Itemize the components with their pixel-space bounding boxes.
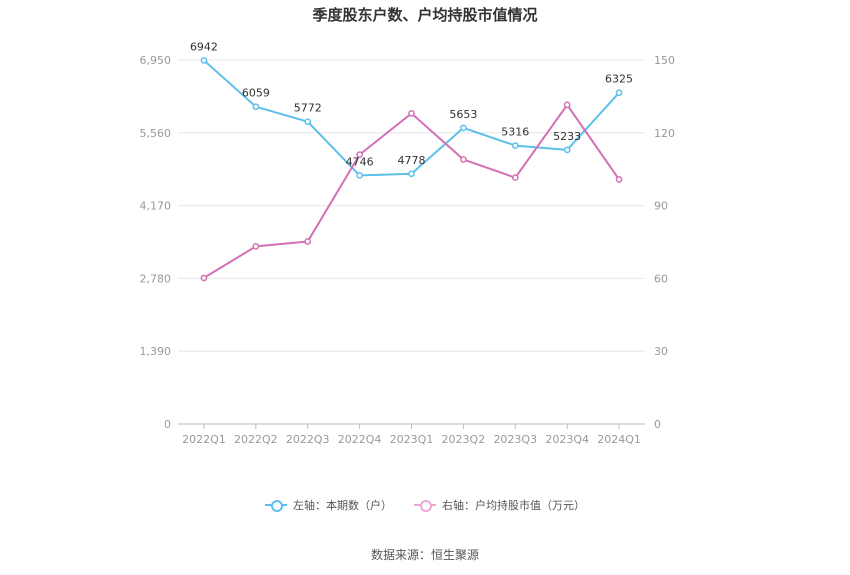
x-tick-label: 2023Q2	[442, 433, 486, 446]
y-right-tick-label: 150	[654, 54, 675, 67]
y-left-tick-label: 2,780	[140, 272, 172, 285]
legend-item-market-value[interactable]: 右轴：户均持股市值（万元）	[414, 497, 585, 513]
data-label-households: 5233	[553, 130, 581, 143]
y-left-tick-label: 5,560	[140, 127, 172, 140]
legend-label-households: 左轴：本期数（户）	[293, 499, 392, 512]
data-point-households	[460, 124, 467, 132]
data-label-households: 6942	[190, 40, 218, 53]
x-tick-label: 2024Q1	[597, 433, 641, 446]
y-axis-right: 0 30 60 90 120 150	[654, 54, 675, 431]
data-label-households: 5316	[501, 126, 529, 139]
data-point-households	[615, 89, 623, 97]
data-point-market-value	[356, 151, 363, 158]
data-point-market-value	[408, 110, 415, 117]
x-tick-label: 2022Q1	[182, 433, 226, 446]
legend-swatch-households	[265, 499, 287, 512]
data-point-households	[252, 103, 260, 111]
data-point-market-value	[563, 101, 571, 109]
y-left-tick-label: 6,950	[140, 54, 172, 67]
x-tick-label: 2023Q4	[545, 433, 589, 446]
legend-label-market-value: 右轴：户均持股市值（万元）	[442, 499, 585, 512]
legend-swatch-market-value	[414, 499, 436, 512]
data-labels: 6942 6059 5772 4746 4778 5653 5316 5233 6325	[190, 40, 633, 168]
data-source: 数据来源：恒生聚源	[370, 548, 479, 562]
x-tick-label: 2022Q3	[286, 433, 330, 446]
x-tick-label: 2023Q3	[493, 433, 537, 446]
data-label-households: 6325	[605, 73, 633, 86]
data-label-households: 5772	[294, 102, 322, 115]
legend-item-households[interactable]: 左轴：本期数（户）	[265, 497, 392, 513]
x-tick-label: 2022Q2	[234, 433, 278, 446]
data-point-market-value	[511, 174, 519, 182]
y-right-tick-label: 120	[654, 127, 675, 140]
data-label-households: 6059	[242, 87, 270, 100]
series-layer	[200, 57, 623, 282]
data-point-households	[408, 170, 415, 178]
data-point-households	[563, 146, 571, 154]
y-left-tick-label: 4,170	[140, 200, 172, 213]
y-left-tick-label: 1,390	[140, 345, 172, 358]
data-point-market-value	[304, 238, 312, 245]
data-point-market-value	[615, 176, 623, 183]
x-tick-label: 2022Q4	[338, 433, 382, 446]
y-right-tick-label: 60	[654, 272, 668, 285]
data-point-market-value	[460, 156, 467, 163]
data-label-households: 4746	[346, 155, 374, 168]
x-axis: 2022Q1 2022Q2 2022Q3 2022Q4 2023Q1 2023Q2 2023…	[178, 423, 645, 446]
data-point-households	[304, 118, 312, 126]
y-left-tick-label: 0	[164, 418, 171, 431]
grid-lines	[178, 59, 645, 352]
data-point-households	[200, 57, 208, 64]
chart-title: 季度股东户数、户均持股市值情况	[312, 6, 538, 24]
legend: 左轴：本期数（户） 右轴：户均持股市值（万元）	[0, 497, 850, 513]
y-axis-left: 0 1,390 2,780 4,170 5,560 6,950	[140, 54, 172, 431]
data-point-households	[356, 172, 363, 179]
y-right-tick-label: 30	[654, 345, 668, 358]
data-label-households: 5653	[449, 108, 477, 121]
x-tick-label: 2023Q1	[390, 433, 434, 446]
data-point-households	[511, 142, 519, 149]
data-point-market-value	[200, 274, 208, 282]
y-right-tick-label: 0	[654, 418, 661, 431]
y-right-tick-label: 90	[654, 200, 668, 213]
data-label-households: 4778	[398, 154, 426, 167]
data-point-market-value	[252, 243, 260, 250]
